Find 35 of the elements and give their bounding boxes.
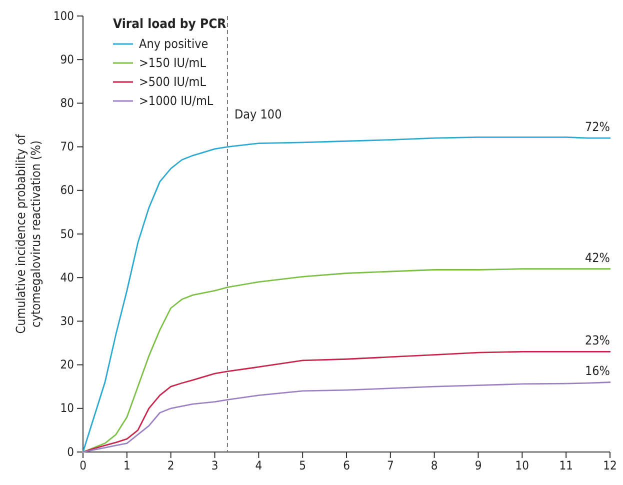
legend-label: >500 IU/mL — [139, 74, 207, 89]
y-tick-label: 100 — [53, 8, 74, 23]
y-tick-label: 30 — [60, 314, 74, 328]
x-tick-label: 10 — [515, 458, 530, 473]
y-tick-label: 20 — [60, 358, 74, 372]
x-tick-label: 2 — [167, 458, 174, 473]
data-label: 16% — [585, 363, 610, 378]
x-tick-label: 8 — [430, 458, 438, 473]
x-tick-label: 0 — [80, 458, 87, 473]
y-tick-label: 0 — [67, 444, 74, 459]
x-tick-label: 1 — [123, 458, 130, 473]
y-tick-label: 10 — [60, 401, 74, 416]
data-label: 23% — [585, 332, 610, 348]
x-tick-label: 5 — [299, 458, 306, 473]
y-tick-label: 40 — [60, 270, 74, 284]
x-tick-label: 9 — [474, 458, 482, 473]
y-tick-label: 60 — [60, 183, 74, 198]
x-tick-label: 6 — [343, 458, 350, 473]
y-axis-title: Cumulative incidence probability of cytomegalovirus reactivation (%) — [13, 133, 43, 334]
y-tick-label: 50 — [60, 226, 74, 241]
legend-label: >1000 IU/mL — [139, 93, 214, 108]
legend-label: >150 IU/mL — [139, 55, 207, 70]
data-label: 72% — [585, 119, 610, 134]
y-tick-label: 70 — [60, 140, 74, 154]
x-tick-label: 7 — [386, 458, 394, 473]
legend-label: Any positive — [139, 36, 208, 51]
x-tick-label: 4 — [255, 458, 262, 473]
x-tick-label: 3 — [211, 458, 218, 473]
ref-line-label: Day 100 — [234, 106, 282, 122]
x-tick-label: 11 — [559, 458, 573, 473]
y-tick-label: 90 — [60, 52, 74, 66]
data-label: 42% — [585, 250, 610, 265]
y-tick-label: 80 — [60, 96, 74, 110]
legend-title: Viral load by PCR — [113, 17, 226, 32]
x-tick-label: 12 — [603, 458, 617, 473]
